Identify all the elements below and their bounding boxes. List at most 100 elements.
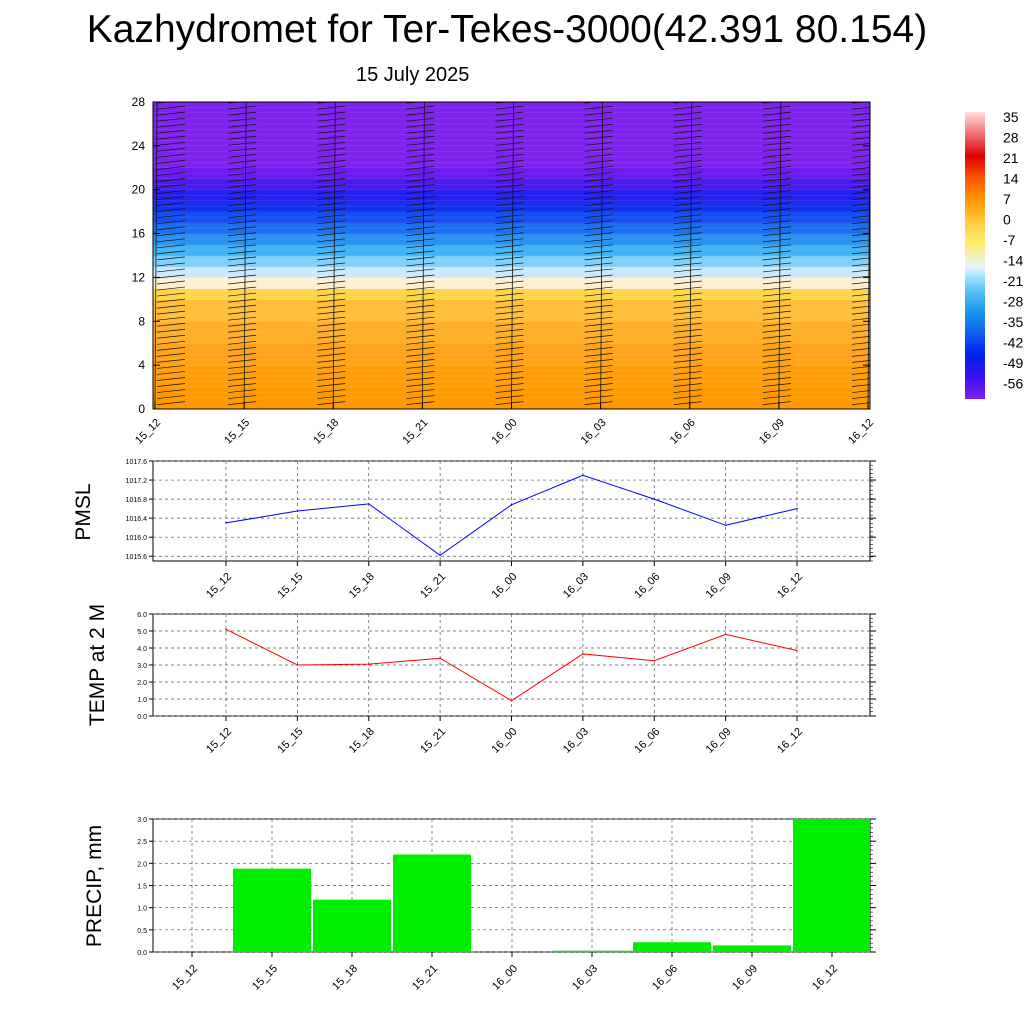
heatmap-xtick-label: 16_03	[579, 417, 609, 447]
heatmap-field	[153, 102, 870, 409]
wind-barb	[228, 377, 257, 381]
heatmap-xtick-label: 15_12	[133, 417, 163, 447]
data-point	[796, 649, 798, 652]
wind-barb	[495, 129, 524, 134]
wind-barb	[851, 112, 870, 116]
wind-barb	[584, 304, 613, 309]
wind-barb	[673, 334, 702, 339]
wind-barb	[762, 208, 791, 212]
wind-barb	[228, 298, 257, 303]
wind-barb	[156, 105, 186, 110]
wind-barb	[762, 214, 791, 219]
heatmap-ytick-label: 16	[132, 227, 146, 241]
wind-barb	[673, 310, 702, 315]
heatmap-xtick-label: 16_00	[490, 417, 520, 447]
data-point	[582, 653, 584, 655]
wind-barb	[673, 166, 702, 170]
wind-barb	[228, 395, 257, 399]
wind-barb	[156, 196, 186, 200]
wind-barb	[406, 377, 435, 381]
ytick-label: 2.5	[137, 839, 147, 846]
xtick-label: 15_15	[275, 726, 305, 756]
heatmap-band	[153, 321, 870, 344]
wind-barb	[584, 135, 613, 140]
wind-barb	[584, 166, 613, 170]
wind-barb	[317, 226, 346, 231]
wind-barb	[406, 202, 435, 206]
wind-barb	[584, 346, 613, 351]
wind-barb	[406, 141, 435, 146]
wind-barb	[584, 371, 613, 375]
ytick-label: 2.0	[137, 680, 147, 687]
precip-bar	[633, 942, 711, 952]
wind-barb	[317, 141, 346, 146]
wind-barb	[584, 160, 613, 164]
wind-barb	[406, 340, 435, 345]
wind-barb	[156, 334, 186, 339]
wind-barb	[228, 286, 257, 291]
wind-barb	[495, 172, 524, 176]
wind-barb	[228, 346, 257, 351]
wind-barb	[673, 123, 702, 128]
wind-barb	[673, 346, 702, 351]
wind-barb	[762, 365, 791, 369]
wind-barb	[762, 274, 791, 279]
wind-barb	[851, 167, 870, 170]
wind-barb	[228, 250, 257, 255]
wind-barb	[406, 250, 435, 255]
wind-barb	[317, 196, 346, 200]
wind-barb	[584, 238, 613, 243]
wind-barb	[851, 149, 870, 152]
wind-barb	[495, 202, 524, 206]
wind-barb	[156, 298, 186, 303]
wind-barb	[406, 184, 435, 188]
heatmap-xtick-label: 15_18	[311, 417, 341, 447]
wind-barb	[851, 354, 870, 357]
wind-barb	[673, 268, 702, 273]
wind-barb	[228, 117, 257, 122]
wind-barb	[673, 286, 702, 291]
wind-barb	[673, 340, 702, 345]
wind-barb	[584, 310, 613, 315]
wind-barb	[317, 105, 346, 110]
wind-barb	[673, 322, 702, 327]
wind-barb	[317, 256, 346, 261]
wind-barb	[156, 346, 186, 351]
precip-bar	[793, 819, 870, 952]
wind-barb-staff	[243, 102, 247, 409]
wind-barb	[851, 360, 870, 363]
wind-barb	[228, 371, 257, 375]
wind-barb	[156, 220, 186, 225]
data-point	[225, 522, 227, 524]
wind-barb	[156, 304, 186, 309]
wind-barb	[317, 262, 346, 267]
wind-barb	[584, 184, 613, 188]
wind-barb	[584, 154, 613, 158]
ytick-label: 4.0	[137, 646, 147, 653]
wind-barb	[762, 304, 791, 309]
heatmap-band	[153, 255, 870, 268]
wind-barb	[228, 340, 257, 345]
heatmap-xtick-label: 16_12	[846, 417, 876, 447]
wind-barb	[762, 292, 791, 297]
wind-barb	[762, 353, 791, 357]
wind-barb	[406, 262, 435, 267]
wind-barb-staff	[421, 102, 425, 409]
wind-barb	[584, 340, 613, 345]
wind-barb	[228, 166, 257, 170]
wind-barb	[495, 123, 524, 128]
wind-barb	[406, 220, 435, 225]
wind-barb	[406, 196, 435, 200]
wind-barb	[851, 366, 870, 369]
wind-barb	[584, 268, 613, 273]
wind-barb	[156, 322, 186, 327]
wind-barb	[851, 342, 870, 345]
wind-barb	[762, 135, 791, 140]
wind-barb	[851, 227, 870, 231]
colorbar-label: 7	[1003, 191, 1011, 207]
wind-barb	[673, 102, 688, 104]
wind-barb	[406, 334, 435, 339]
wind-barb	[762, 105, 791, 110]
wind-barb	[228, 244, 257, 249]
wind-barb	[673, 160, 702, 164]
